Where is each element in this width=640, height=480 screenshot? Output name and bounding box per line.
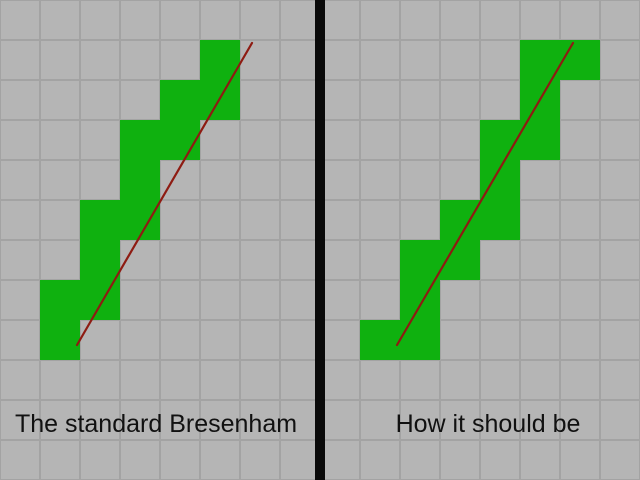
pixel-cell	[400, 280, 440, 320]
pixel-cell	[40, 320, 80, 360]
pixel-cell	[40, 280, 80, 320]
pixel-cell	[400, 240, 440, 280]
pixel-cell	[80, 200, 120, 240]
pixel-cell	[120, 200, 160, 240]
pixel-cell	[400, 320, 440, 360]
pixel-cell	[360, 320, 400, 360]
pixel-cell	[480, 120, 520, 160]
pixel-cell	[200, 80, 240, 120]
pixel-cell	[560, 40, 600, 80]
pixel-cell	[480, 160, 520, 200]
pixel-cell	[440, 240, 480, 280]
pixel-cell	[120, 160, 160, 200]
left-panel-label: The standard Bresenham	[14, 410, 298, 438]
pixel-cell	[520, 120, 560, 160]
pixel-cell	[160, 80, 200, 120]
panel-divider	[315, 0, 325, 480]
pixel-cell	[120, 120, 160, 160]
pixel-cell	[80, 240, 120, 280]
pixel-cell	[80, 280, 120, 320]
pixel-cell	[480, 200, 520, 240]
pixel-cell	[160, 120, 200, 160]
pixel-cell	[200, 40, 240, 80]
right-panel-label: How it should be	[395, 410, 581, 438]
pixel-cell	[520, 80, 560, 120]
pixel-cell	[520, 40, 560, 80]
pixel-cell	[440, 200, 480, 240]
